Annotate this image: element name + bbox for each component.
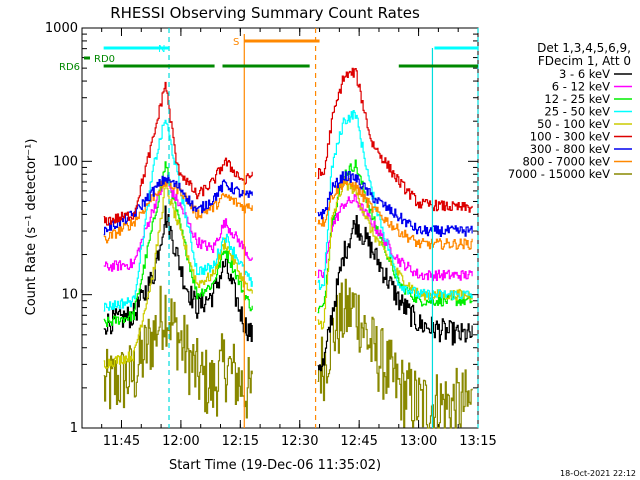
flag-label-s: S [233, 37, 239, 48]
legend-entry-7: 800 - 7000 keV [522, 155, 610, 169]
series-line-8 [103, 285, 253, 419]
legend-header-1: Det 1,3,4,5,6,9, [537, 41, 631, 55]
series-line-4 [103, 184, 253, 369]
x-tick-label: 13:15 [459, 434, 496, 449]
flag-label-n: N [158, 44, 165, 55]
chart-title: RHESSI Observing Summary Count Rates [110, 4, 420, 22]
series-line-1 [103, 179, 253, 272]
x-tick-label: 12:30 [281, 434, 318, 449]
legend-entry-1: 6 - 12 keV [552, 80, 610, 94]
series-line-8 [317, 278, 473, 429]
series-line-3 [103, 119, 253, 312]
y-tick-label: 10 [61, 288, 78, 303]
x-tick-label: 11:45 [103, 434, 140, 449]
y-tick-label: 1 [70, 421, 78, 436]
x-tick-label: 12:45 [340, 434, 377, 449]
legend-header-2: FDecim 1, Att 0 [538, 54, 631, 68]
y-tick-label: 1000 [45, 21, 78, 36]
series-line-5 [317, 67, 473, 213]
x-tick-label: 12:00 [162, 434, 199, 449]
legend-entry-4: 50 - 100 keV [537, 117, 610, 131]
x-tick-label: 12:15 [222, 434, 259, 449]
series-line-7 [317, 178, 473, 250]
legend-entry-0: 3 - 6 keV [559, 67, 610, 81]
flag-label-rd0: RD0 [94, 54, 115, 65]
x-axis-label: Start Time (19-Dec-06 11:35:02) [169, 458, 381, 473]
series-line-6 [317, 171, 473, 237]
series-line-0 [317, 215, 473, 372]
series-line-1 [317, 194, 473, 282]
flag-label-rd6: RD6 [59, 62, 80, 73]
series-line-2 [103, 161, 253, 327]
series-line-3 [317, 110, 473, 301]
x-tick-label: 13:00 [400, 434, 437, 449]
series-line-7 [103, 177, 253, 244]
plot-area: 11:45 12:00 12:15 12:30 12:45 13:00 13:15 1 10 10… [45, 21, 497, 449]
footer-timestamp: 18-Oct-2021 22:12 [560, 469, 636, 478]
series-line-0 [103, 205, 253, 342]
series-line-5 [103, 81, 253, 226]
y-axis-label: Count Rate (s⁻¹ detector⁻¹) [24, 139, 39, 316]
y-tick-label: 100 [53, 154, 78, 169]
legend-entry-5: 100 - 300 keV [530, 130, 610, 144]
legend-entry-8: 7000 - 15000 keV [508, 167, 610, 181]
legend-entry-2: 12 - 25 keV [544, 92, 610, 106]
legend-entry-3: 25 - 50 keV [544, 105, 610, 119]
legend-entry-6: 300 - 800 keV [530, 142, 610, 156]
